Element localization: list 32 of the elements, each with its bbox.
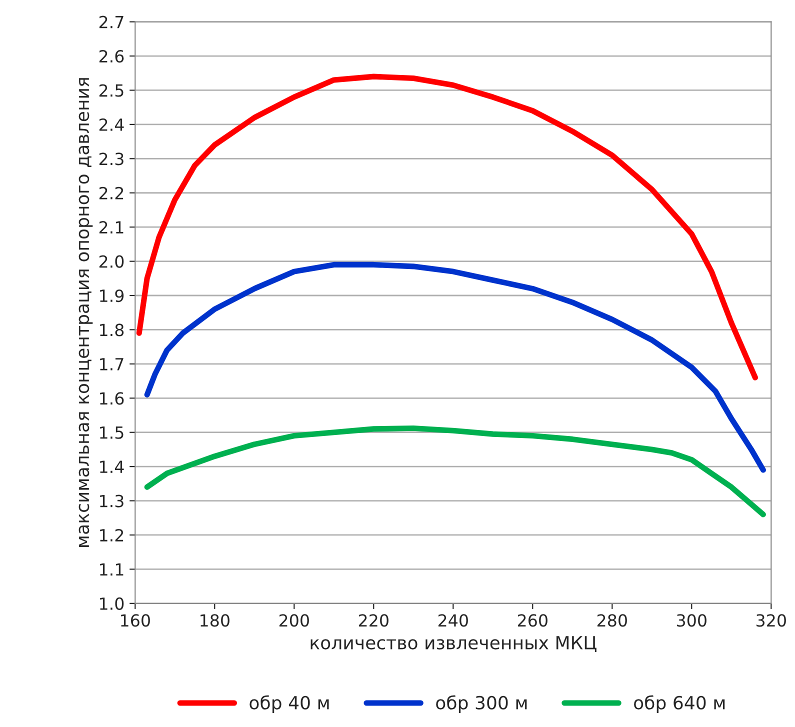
y-tick-label: 1.5 <box>100 426 124 439</box>
y-tick-label: 1.4 <box>100 460 124 473</box>
y-tick-label: 2.7 <box>99 16 124 28</box>
y-tick-label: 1.3 <box>100 494 124 508</box>
x-tick-label: 160 <box>121 614 150 627</box>
y-tick-label: 2.0 <box>99 255 124 268</box>
y-tick-label: 1.9 <box>100 289 124 302</box>
y-tick-label: 1.8 <box>100 324 124 336</box>
x-tick-label: 220 <box>358 614 388 627</box>
x-tick-label: 200 <box>279 614 309 627</box>
y-tick-label: 2.4 <box>99 118 124 131</box>
x-tick-label: 180 <box>200 614 230 627</box>
x-tick-label: 280 <box>597 614 627 627</box>
legend-label: обр 40 м <box>250 695 329 714</box>
x-tick-label: 260 <box>518 614 548 627</box>
x-tick-label: 300 <box>677 614 706 627</box>
x-axis-title: количество извлеченных МКЦ <box>310 636 596 652</box>
y-tick-label: 2.5 <box>99 84 124 97</box>
y-tick-label: 2.6 <box>99 50 124 63</box>
y-tick-label: 1.2 <box>100 528 124 542</box>
legend-label: обр 300 м <box>436 695 527 714</box>
y-tick-label: 2.2 <box>99 186 124 200</box>
y-tick-label: 1.0 <box>100 597 124 610</box>
y-tick-label: 2.1 <box>99 221 124 234</box>
x-tick-label: 320 <box>756 614 786 627</box>
y-tick-label: 1.7 <box>100 358 124 370</box>
y-tick-label: 1.6 <box>100 392 124 405</box>
y-tick-label: 2.3 <box>99 152 124 166</box>
legend-label: обр 640 м <box>634 695 725 714</box>
x-tick-label: 240 <box>438 614 468 627</box>
y-axis-title: максимальная концентрация опорного давления <box>78 78 93 547</box>
y-tick-label: 1.1 <box>100 563 124 576</box>
